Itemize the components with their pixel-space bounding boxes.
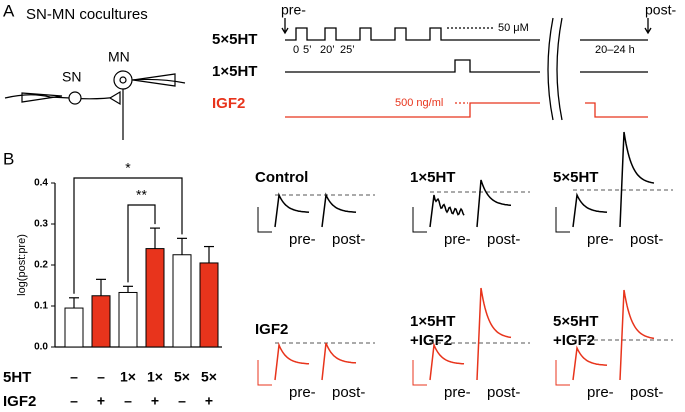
trace-title: Control	[255, 169, 308, 186]
trace-label: pre-	[444, 231, 471, 248]
trace-title: +IGF2	[410, 332, 452, 349]
bar	[118, 291, 138, 348]
time-label: 5’	[303, 44, 312, 56]
trace	[476, 287, 512, 381]
trace	[274, 342, 310, 381]
y-tick-label: 0.3	[34, 219, 48, 230]
trace	[572, 192, 608, 228]
row-value: –	[124, 393, 132, 409]
trace	[429, 342, 465, 381]
row-value: 1×	[147, 369, 163, 385]
time-label: 20’	[320, 44, 335, 56]
trace	[619, 131, 655, 228]
row-value: –	[178, 393, 186, 409]
bar	[64, 307, 84, 348]
cell-label: MN	[108, 49, 130, 65]
row-value: –	[70, 369, 78, 385]
row-value: +	[205, 393, 213, 409]
cell-label: SN	[62, 69, 81, 85]
y-tick-label: 0.2	[34, 260, 48, 271]
bar	[145, 248, 165, 348]
trace-title: 5×5HT	[553, 169, 598, 186]
trace	[476, 179, 511, 228]
protocol-lines	[281, 17, 652, 121]
row-value: 1×	[120, 369, 136, 385]
time-label: 0	[293, 44, 299, 56]
y-tick-label: 0.0	[34, 342, 48, 353]
panel-title: SN-MN cocultures	[26, 6, 148, 23]
row-label: IGF2	[3, 393, 36, 410]
scale-bar	[555, 360, 570, 386]
trace	[321, 342, 357, 381]
trace-label: post-	[332, 231, 365, 248]
dose-label: 50 μM	[498, 22, 529, 34]
trace-label: post-	[487, 384, 520, 401]
trace-label: post-	[332, 384, 365, 401]
scale-bar	[257, 360, 272, 386]
delay-label: 20–24 h	[595, 44, 635, 56]
row-value: 5×	[201, 369, 217, 385]
trace	[619, 289, 655, 381]
neuron-diagram	[4, 70, 186, 140]
scale-bar	[412, 207, 427, 233]
trace-label: pre-	[587, 384, 614, 401]
scale-bar	[412, 360, 427, 386]
significance-label: **	[136, 187, 147, 203]
row-value: +	[151, 393, 159, 409]
row-value: 5×	[174, 369, 190, 385]
row-label: IGF2	[212, 95, 245, 112]
row-value: –	[97, 369, 105, 385]
row-value: +	[97, 393, 105, 409]
trace-title: IGF2	[255, 321, 288, 338]
row-label: 5×5HT	[212, 31, 257, 48]
trace	[429, 194, 465, 228]
panel-letter: B	[3, 149, 14, 168]
significance-bracket	[73, 177, 183, 294]
trace-label: pre-	[289, 231, 316, 248]
time-label: 25’	[340, 44, 355, 56]
y-tick-label: 0.4	[34, 178, 48, 189]
trace-label: post-	[487, 231, 520, 248]
trace	[572, 345, 608, 381]
row-label: 5HT	[3, 369, 31, 386]
scale-bar	[555, 207, 570, 233]
bar	[172, 254, 192, 348]
bar	[199, 262, 219, 348]
trace-label: pre-	[444, 384, 471, 401]
trace-label: post-	[630, 384, 663, 401]
row-label: 1×5HT	[212, 63, 257, 80]
pre-label: pre-	[281, 2, 306, 18]
row-value: –	[70, 393, 78, 409]
panel-letter: A	[3, 1, 15, 20]
trace-title: 1×5HT	[410, 169, 455, 186]
dose-label: 500 ng/ml	[395, 97, 443, 109]
trace-title: 1×5HT	[410, 313, 455, 330]
trace	[274, 192, 310, 228]
bar	[91, 295, 111, 348]
trace-label: post-	[630, 231, 663, 248]
trace-label: pre-	[587, 231, 614, 248]
trace	[321, 192, 357, 228]
scale-bar	[257, 207, 272, 233]
trace-label: pre-	[289, 384, 316, 401]
y-axis-label: log(post:pre)	[16, 234, 28, 296]
significance-label: *	[125, 160, 131, 176]
trace-title: 5×5HT	[553, 313, 598, 330]
y-tick-label: 0.1	[34, 301, 48, 312]
significance-bracket	[127, 204, 156, 283]
post-label: post-	[645, 2, 676, 18]
